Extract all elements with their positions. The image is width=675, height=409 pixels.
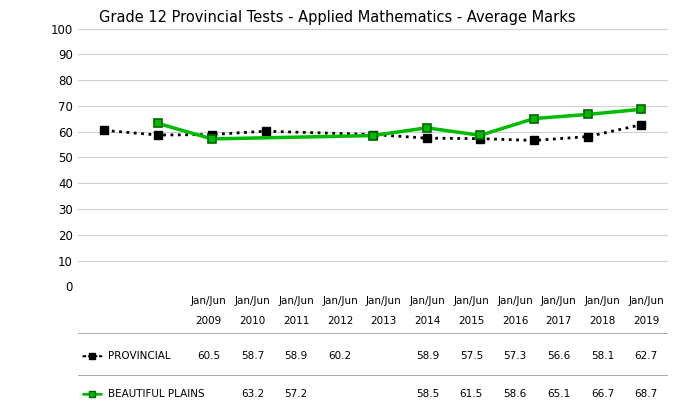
Text: Jan/Jun: Jan/Jun [410, 296, 446, 306]
Text: 65.1: 65.1 [547, 389, 570, 399]
Text: 57.5: 57.5 [460, 351, 483, 361]
Text: Jan/Jun: Jan/Jun [497, 296, 533, 306]
Text: 68.7: 68.7 [634, 389, 658, 399]
Text: Jan/Jun: Jan/Jun [541, 296, 576, 306]
Text: 2019: 2019 [633, 316, 659, 326]
Text: 58.9: 58.9 [285, 351, 308, 361]
Text: 2018: 2018 [589, 316, 616, 326]
Text: 63.2: 63.2 [241, 389, 264, 399]
Text: 57.3: 57.3 [504, 351, 526, 361]
Text: Jan/Jun: Jan/Jun [454, 296, 489, 306]
Text: 2012: 2012 [327, 316, 353, 326]
Text: 2016: 2016 [502, 316, 529, 326]
Text: 60.5: 60.5 [197, 351, 220, 361]
Text: 60.2: 60.2 [329, 351, 352, 361]
Text: 58.5: 58.5 [416, 389, 439, 399]
Text: 62.7: 62.7 [634, 351, 658, 361]
Text: 61.5: 61.5 [460, 389, 483, 399]
Text: 2013: 2013 [371, 316, 397, 326]
Text: 66.7: 66.7 [591, 389, 614, 399]
Text: 2011: 2011 [283, 316, 309, 326]
Text: Jan/Jun: Jan/Jun [235, 296, 271, 306]
Text: 2009: 2009 [196, 316, 222, 326]
Text: Jan/Jun: Jan/Jun [191, 296, 227, 306]
Text: 2017: 2017 [545, 316, 572, 326]
Text: Jan/Jun: Jan/Jun [278, 296, 314, 306]
Text: PROVINCIAL: PROVINCIAL [108, 351, 171, 361]
Text: 2015: 2015 [458, 316, 485, 326]
Text: 58.7: 58.7 [241, 351, 264, 361]
Text: 58.6: 58.6 [504, 389, 526, 399]
Text: Jan/Jun: Jan/Jun [366, 296, 402, 306]
Text: 2010: 2010 [240, 316, 266, 326]
Text: BEAUTIFUL PLAINS: BEAUTIFUL PLAINS [108, 389, 205, 399]
Text: 56.6: 56.6 [547, 351, 570, 361]
Text: 2014: 2014 [414, 316, 441, 326]
Text: Jan/Jun: Jan/Jun [585, 296, 620, 306]
Text: Grade 12 Provincial Tests - Applied Mathematics - Average Marks: Grade 12 Provincial Tests - Applied Math… [99, 10, 576, 25]
Text: Jan/Jun: Jan/Jun [322, 296, 358, 306]
Text: 57.2: 57.2 [285, 389, 308, 399]
Text: Jan/Jun: Jan/Jun [628, 296, 664, 306]
Text: 58.9: 58.9 [416, 351, 439, 361]
Text: 58.1: 58.1 [591, 351, 614, 361]
